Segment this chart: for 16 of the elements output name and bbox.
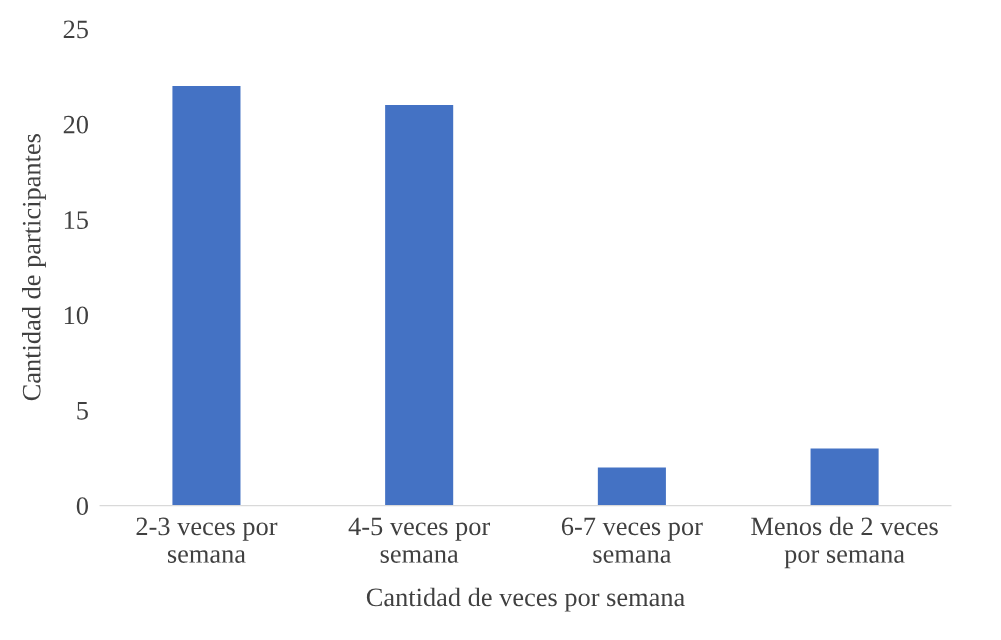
x-tick-label: 4-5 veces por semana: [348, 517, 491, 563]
bar: [597, 467, 666, 506]
bar: [172, 86, 241, 506]
x-tick-label: 6-7 veces por semana: [561, 517, 703, 563]
x-axis-title: Cantidad de veces por semana: [366, 587, 685, 612]
y-tick-label: 15: [64, 211, 88, 229]
y-tick-label: 10: [64, 306, 88, 325]
bar: [385, 105, 454, 506]
y-tick-label: 25: [63, 20, 88, 39]
x-tick-label: Menos de 2 veces por semana: [751, 516, 938, 569]
y-tick-label: 0: [76, 497, 88, 516]
x-tick-label: 2-3 veces por semana: [136, 517, 278, 563]
y-axis-title: Cantidad de participantes: [22, 134, 46, 401]
y-tick-label: 5: [77, 402, 88, 420]
y-tick-label: 20: [63, 115, 88, 134]
bar: [810, 448, 879, 506]
